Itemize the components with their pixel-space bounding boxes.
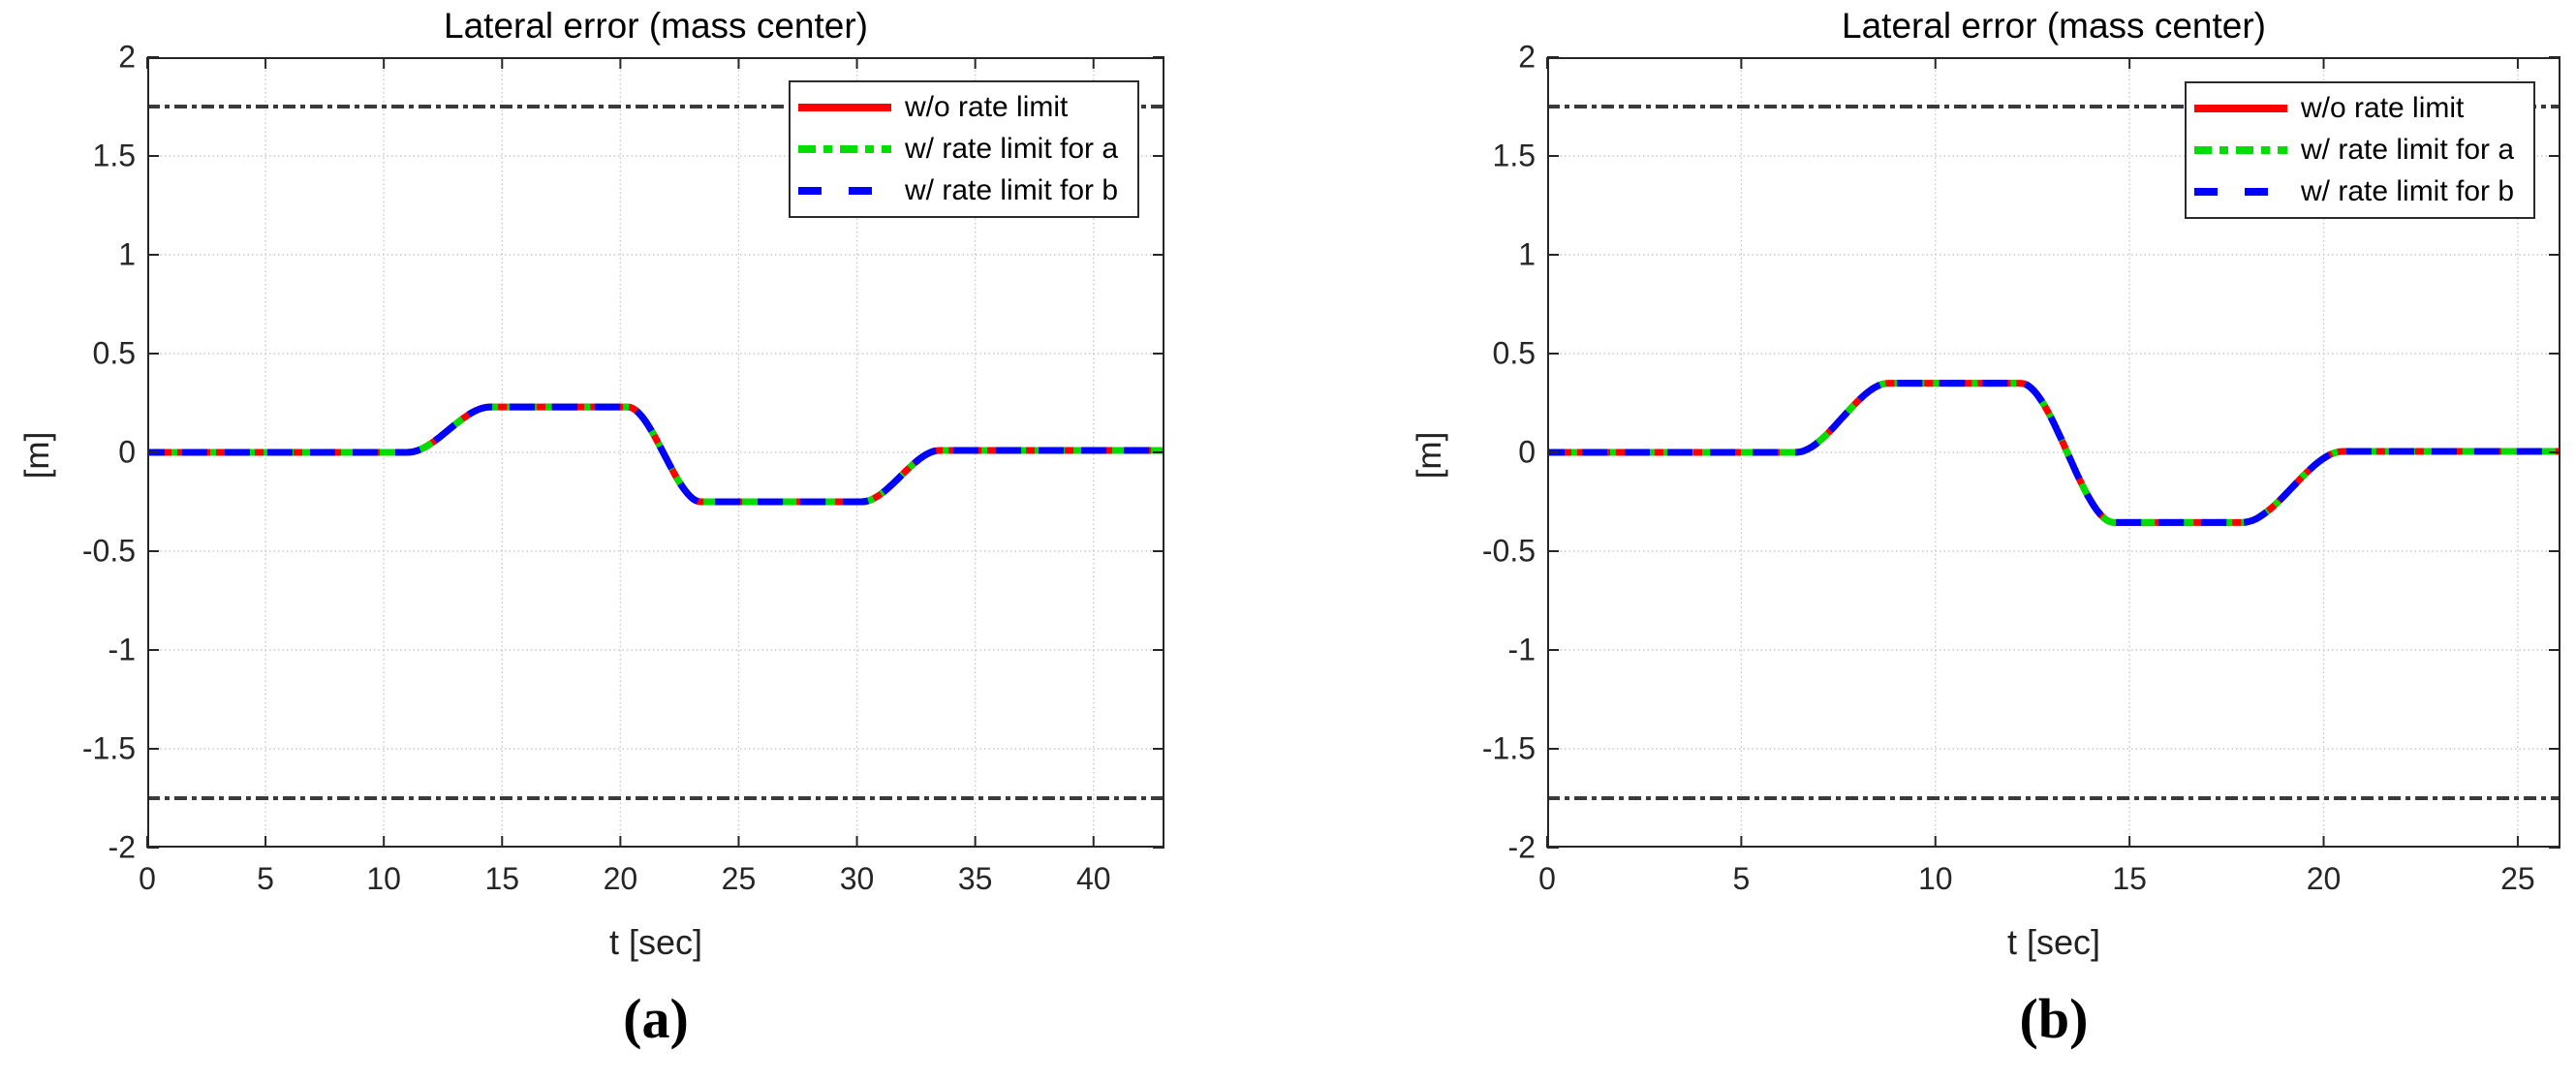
axes-border [147, 57, 1164, 848]
legend: w/o rate limit w/ rate limit for a w/ rate… [789, 80, 1139, 218]
dashed-blue-line [2194, 188, 2287, 197]
panel-a: Lateral error (mass center) [m] t [sec] … [18, 6, 1164, 1050]
solid-red-line [798, 103, 891, 111]
x-tick-label: 10 [1917, 861, 1953, 896]
caption-b: (b) [2019, 987, 2089, 1050]
x-tick-label: 5 [1732, 861, 1751, 896]
y-tick-label: 1.5 [92, 138, 136, 173]
panel-b: Lateral error (mass center) [m] t [sec] … [1288, 0, 2576, 1083]
y-tick-label: -2 [108, 829, 136, 865]
legend-label: w/ rate limit for b [2301, 175, 2515, 208]
legend: w/o rate limit w/ rate limit for a w/ rate… [2185, 81, 2535, 219]
y-tick-label: 0.5 [1492, 335, 1536, 371]
x-axis-label: t [sec] [608, 922, 703, 962]
legend-label: w/ rate limit for a [905, 132, 1119, 165]
x-tick-label: 30 [839, 861, 875, 896]
y-tick-label: 2 [118, 39, 136, 75]
x-axis-label: t [sec] [2006, 922, 2101, 962]
x-tick-label: 25 [2500, 861, 2535, 896]
x-tick-label: 35 [957, 861, 993, 896]
x-tick-label: 15 [2112, 861, 2147, 896]
dashdot-green-line [798, 144, 891, 153]
y-tick-label: 0 [1518, 434, 1536, 470]
x-tick-label: 25 [721, 861, 757, 896]
legend-label: w/ rate limit for b [905, 174, 1119, 207]
curve-green-dashdot [1547, 380, 2560, 526]
y-tick-label: 1 [1518, 236, 1536, 272]
curve-blue-dashed [1547, 380, 2560, 526]
x-tick-label: 15 [484, 861, 520, 896]
axes-border [1547, 57, 2560, 848]
grid [1547, 57, 2560, 848]
x-tick-label: 5 [257, 861, 274, 896]
y-tick-label: 2 [1518, 39, 1536, 75]
y-tick-label: 0 [118, 434, 136, 470]
x-tick-label: 20 [603, 861, 638, 896]
x-tick-label: 0 [1538, 861, 1556, 896]
legend-item: w/ rate limit for a [796, 130, 1132, 169]
legend-label: w/ rate limit for a [2301, 133, 2515, 166]
legend-label: w/o rate limit [905, 90, 1069, 123]
curve-red-solid [147, 403, 1164, 506]
dashdot-green-line [2194, 145, 2287, 154]
plot-title: Lateral error (mass center) [444, 6, 868, 46]
x-tick-label: 10 [366, 861, 401, 896]
y-tick-label: -2 [1507, 829, 1536, 865]
legend-label: w/o rate limit [2301, 91, 2465, 124]
x-tick-label: 20 [2306, 861, 2342, 896]
legend-item: w/ rate limit for b [796, 171, 1132, 210]
solid-red-line [2194, 104, 2287, 112]
x-tick-label: 40 [1075, 861, 1111, 896]
y-tick-label: -1.5 [1481, 730, 1536, 766]
curve-blue-dashed [147, 403, 1164, 506]
y-tick-label: -1 [1507, 632, 1536, 667]
caption-a: (a) [623, 987, 689, 1050]
legend-item: w/o rate limit [2192, 89, 2528, 128]
y-tick-label: 1.5 [1492, 138, 1536, 173]
y-tick-label: -0.5 [1481, 533, 1536, 569]
dashed-blue-line [798, 187, 891, 196]
plot-title: Lateral error (mass center) [1842, 6, 2266, 46]
y-tick-label: -1.5 [81, 730, 136, 766]
y-axis-label: [m] [1411, 431, 1448, 480]
y-axis-label: [m] [18, 431, 56, 480]
x-tick-label: 0 [139, 861, 156, 896]
y-tick-label: 0.5 [92, 335, 136, 371]
y-tick-label: -0.5 [81, 533, 136, 569]
legend-item: w/ rate limit for b [2192, 172, 2528, 211]
legend-item: w/o rate limit [796, 88, 1132, 127]
legend-item: w/ rate limit for a [2192, 131, 2528, 170]
y-tick-label: 1 [118, 236, 136, 272]
y-tick-label: -1 [108, 632, 136, 667]
